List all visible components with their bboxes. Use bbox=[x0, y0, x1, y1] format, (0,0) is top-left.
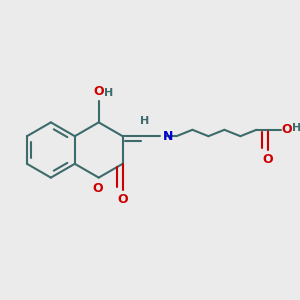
Text: O: O bbox=[93, 85, 104, 98]
Text: N: N bbox=[163, 130, 173, 143]
Text: O: O bbox=[117, 194, 128, 206]
Text: H: H bbox=[140, 116, 149, 126]
Text: H: H bbox=[104, 88, 113, 98]
Text: O: O bbox=[281, 123, 292, 136]
Text: H: H bbox=[292, 123, 300, 133]
Text: O: O bbox=[92, 182, 103, 195]
Text: O: O bbox=[262, 153, 273, 166]
